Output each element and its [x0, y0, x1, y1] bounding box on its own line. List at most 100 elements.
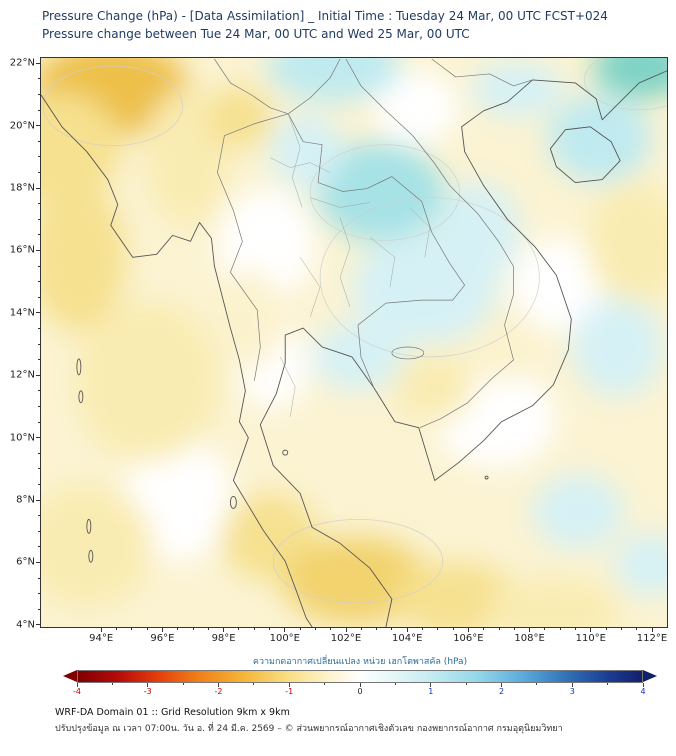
- y-minor-tick-mark: [38, 593, 40, 595]
- province-borders: [270, 113, 430, 417]
- anomaly-blob: [394, 561, 517, 627]
- x-tick-label: 102°E: [330, 633, 362, 644]
- colorbar-minor-tick-mark: [465, 683, 467, 685]
- anomaly-blob: [41, 483, 154, 609]
- anomaly-blob: [315, 142, 444, 242]
- y-minor-tick-mark: [38, 577, 40, 579]
- y-tick-mark: [36, 624, 40, 626]
- y-minor-tick-mark: [38, 483, 40, 485]
- y-minor-tick-mark: [38, 343, 40, 345]
- x-tick-mark: [161, 628, 163, 632]
- colorbar-minor-tick-mark: [607, 683, 609, 685]
- y-minor-tick-mark: [38, 530, 40, 532]
- x-tick-label: 106°E: [453, 633, 484, 644]
- hainan-island: [549, 126, 621, 184]
- anomaly-blob: [394, 353, 475, 422]
- y-minor-tick-mark: [38, 265, 40, 267]
- y-tick-mark: [36, 561, 40, 563]
- x-minor-tick-mark: [376, 628, 378, 630]
- y-minor-tick-mark: [38, 452, 40, 454]
- y-minor-tick-mark: [38, 171, 40, 173]
- y-minor-tick-mark: [38, 421, 40, 423]
- chart-subtitle: Pressure change between Tue 24 Mar, 00 U…: [42, 27, 470, 41]
- colorbar-tick-mark: [76, 683, 78, 687]
- x-minor-tick-mark: [636, 628, 638, 630]
- x-tick-mark: [100, 628, 102, 632]
- x-tick-mark: [223, 628, 225, 632]
- phuket-island: [229, 496, 237, 509]
- x-minor-tick-mark: [207, 628, 209, 630]
- x-minor-tick-mark: [192, 628, 194, 630]
- y-minor-tick-mark: [38, 546, 40, 548]
- y-minor-tick-mark: [38, 281, 40, 283]
- y-tick-label: 10°N: [9, 432, 35, 444]
- x-tick-label: 108°E: [514, 633, 545, 644]
- x-tick-label: 94°E: [89, 633, 114, 644]
- colorbar-tick-label: -1: [285, 687, 294, 696]
- anomaly-blob: [593, 58, 667, 99]
- x-minor-tick-mark: [299, 628, 301, 630]
- colorbar-left-arrow: [63, 670, 77, 682]
- x-axis: 94°E 96°E 98°E 100°E 102°E 104°E 106°E 108°E 110…: [40, 628, 668, 648]
- x-tick-mark: [406, 628, 408, 632]
- colorbar-label: ความกดอากาศเปลี่ยนแปลง หน่วย เฮกโตพาสคัล…: [252, 657, 468, 667]
- colorbar-tick-label: 3: [569, 687, 575, 696]
- anomaly-blob: [269, 114, 343, 189]
- colorbar-tick-label: 4: [640, 687, 646, 696]
- y-tick-label: 8°N: [16, 494, 35, 506]
- x-minor-tick-mark: [498, 628, 500, 630]
- colorbar-tick-mark: [218, 683, 219, 687]
- x-minor-tick-mark: [559, 628, 561, 630]
- y-minor-tick-mark: [38, 156, 40, 158]
- x-tick-mark: [345, 628, 347, 632]
- contour-lines: [42, 58, 667, 604]
- x-tick-label: 96°E: [150, 633, 175, 644]
- anomaly-blob: [312, 322, 404, 391]
- x-minor-tick-mark: [575, 628, 576, 630]
- colorbar-minor-tick-mark: [536, 683, 538, 685]
- colorbar-tick-mark: [430, 683, 432, 687]
- x-minor-tick-mark: [483, 628, 485, 630]
- x-tick-mark: [284, 628, 286, 632]
- anomaly-blob: [571, 297, 664, 397]
- chart-title: Pressure Change (hPa) - [Data Assimilati…: [42, 9, 608, 23]
- x-minor-tick-mark: [360, 628, 362, 630]
- pressure-anomaly-field: [41, 58, 667, 627]
- y-tick-label: 14°N: [9, 307, 35, 319]
- x-minor-tick-mark: [330, 628, 332, 630]
- x-minor-tick-mark: [513, 628, 515, 630]
- x-minor-tick-mark: [146, 628, 148, 630]
- y-minor-tick-mark: [38, 218, 40, 220]
- y-minor-tick-mark: [38, 203, 40, 205]
- x-minor-tick-mark: [620, 628, 622, 630]
- colorbar-tick-label: -2: [214, 687, 223, 696]
- anomaly-blob: [434, 182, 520, 282]
- y-tick-label: 18°N: [9, 182, 35, 194]
- x-minor-tick-mark: [452, 628, 454, 630]
- x-minor-tick-mark: [253, 628, 255, 630]
- pressure-change-map: [41, 58, 667, 627]
- x-minor-tick-mark: [269, 628, 270, 630]
- y-minor-tick-mark: [38, 109, 40, 111]
- y-minor-tick-mark: [38, 93, 40, 95]
- colorbar-minor-tick-mark: [324, 683, 326, 685]
- colorbar-tick-mark: [642, 683, 644, 687]
- colorbar-minor-tick-mark: [182, 683, 184, 685]
- anomaly-blob: [74, 300, 221, 463]
- y-tick-mark: [36, 374, 40, 376]
- x-minor-tick-mark: [131, 628, 133, 630]
- y-axis: 22°N 20°N 18°N 16°N 14°N 12°N 10°N 8°N 6°N 4°N: [0, 57, 40, 630]
- y-minor-tick-mark: [38, 390, 40, 392]
- anomaly-blob: [614, 533, 667, 596]
- anomaly-blob: [486, 577, 621, 627]
- colorbar-tick-label: 0: [357, 687, 363, 696]
- country-borders: [214, 58, 533, 429]
- x-tick-mark: [651, 628, 653, 632]
- x-minor-tick-mark: [605, 628, 607, 630]
- colorbar-right-arrow: [643, 670, 657, 682]
- colorbar-tick-mark: [571, 683, 573, 687]
- colorbar-gradient: [77, 670, 643, 683]
- x-tick-mark: [590, 628, 592, 632]
- anomaly-blob: [373, 70, 459, 145]
- anomaly-blob: [41, 182, 127, 332]
